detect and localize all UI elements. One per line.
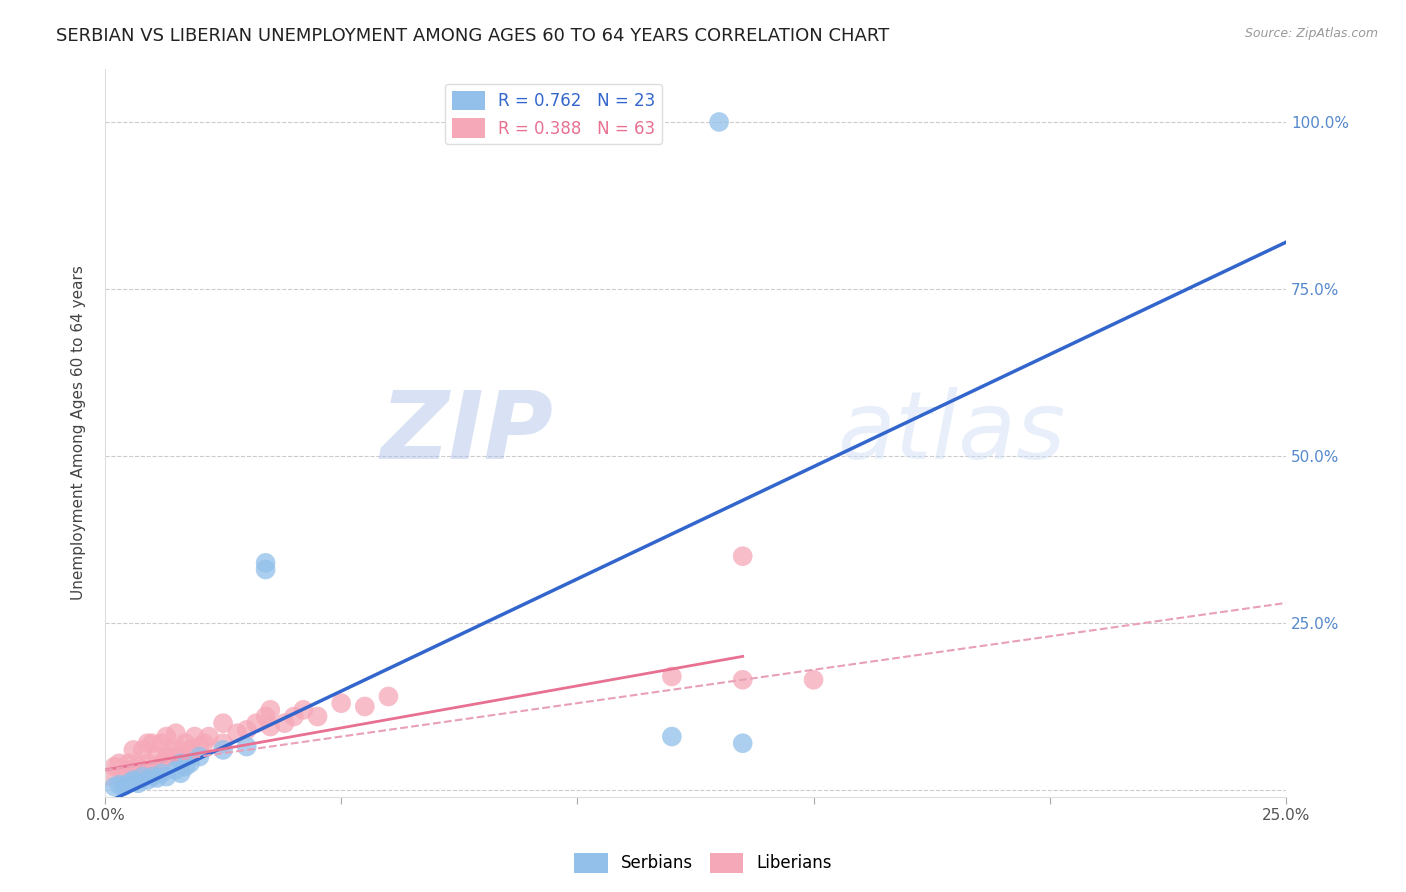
Point bbox=[103, 780, 125, 794]
Point bbox=[169, 766, 191, 780]
Text: ZIP: ZIP bbox=[381, 386, 554, 479]
Point bbox=[112, 779, 135, 793]
Point bbox=[254, 709, 277, 723]
Point bbox=[165, 749, 187, 764]
Point bbox=[146, 771, 169, 785]
Point bbox=[179, 743, 201, 757]
Point bbox=[155, 730, 177, 744]
Point bbox=[245, 716, 267, 731]
Point bbox=[179, 756, 201, 771]
Point bbox=[169, 743, 191, 757]
Point bbox=[174, 759, 197, 773]
Point bbox=[661, 730, 683, 744]
Point bbox=[254, 563, 277, 577]
Point bbox=[112, 766, 135, 780]
Point bbox=[150, 756, 173, 771]
Point bbox=[165, 763, 187, 777]
Point bbox=[188, 749, 211, 764]
Point bbox=[212, 716, 235, 731]
Point bbox=[160, 743, 183, 757]
Point bbox=[98, 770, 121, 784]
Point bbox=[122, 763, 145, 777]
Point bbox=[235, 723, 257, 737]
Point bbox=[259, 703, 281, 717]
Point bbox=[169, 756, 191, 771]
Point bbox=[292, 703, 315, 717]
Point bbox=[122, 743, 145, 757]
Legend: R = 0.762   N = 23, R = 0.388   N = 63: R = 0.762 N = 23, R = 0.388 N = 63 bbox=[446, 84, 662, 145]
Point bbox=[155, 749, 177, 764]
Point bbox=[108, 756, 131, 771]
Point bbox=[150, 766, 173, 780]
Point bbox=[803, 673, 825, 687]
Text: SERBIAN VS LIBERIAN UNEMPLOYMENT AMONG AGES 60 TO 64 YEARS CORRELATION CHART: SERBIAN VS LIBERIAN UNEMPLOYMENT AMONG A… bbox=[56, 27, 890, 45]
Point bbox=[132, 743, 155, 757]
Point bbox=[136, 756, 159, 771]
Point bbox=[307, 709, 329, 723]
Point bbox=[707, 115, 730, 129]
Point bbox=[132, 770, 155, 784]
Point bbox=[141, 736, 163, 750]
Point bbox=[259, 719, 281, 733]
Point bbox=[150, 736, 173, 750]
Point bbox=[353, 699, 375, 714]
Point bbox=[117, 776, 139, 790]
Point bbox=[235, 739, 257, 754]
Point bbox=[731, 549, 754, 564]
Point bbox=[212, 743, 235, 757]
Point bbox=[108, 778, 131, 792]
Point bbox=[132, 763, 155, 777]
Point bbox=[165, 726, 187, 740]
Legend: Serbians, Liberians: Serbians, Liberians bbox=[568, 847, 838, 880]
Point bbox=[193, 736, 215, 750]
Point bbox=[136, 736, 159, 750]
Point bbox=[254, 556, 277, 570]
Point bbox=[226, 726, 249, 740]
Point bbox=[136, 772, 159, 787]
Point bbox=[731, 673, 754, 687]
Point bbox=[188, 739, 211, 754]
Point bbox=[155, 770, 177, 784]
Point bbox=[141, 763, 163, 777]
Point bbox=[330, 696, 353, 710]
Point bbox=[122, 772, 145, 787]
Point bbox=[283, 709, 305, 723]
Text: atlas: atlas bbox=[837, 387, 1066, 478]
Point bbox=[103, 759, 125, 773]
Point bbox=[184, 730, 207, 744]
Point bbox=[127, 776, 149, 790]
Y-axis label: Unemployment Among Ages 60 to 64 years: Unemployment Among Ages 60 to 64 years bbox=[72, 265, 86, 600]
Text: Source: ZipAtlas.com: Source: ZipAtlas.com bbox=[1244, 27, 1378, 40]
Point bbox=[146, 749, 169, 764]
Point bbox=[377, 690, 399, 704]
Point bbox=[661, 669, 683, 683]
Point bbox=[174, 736, 197, 750]
Point bbox=[212, 736, 235, 750]
Point bbox=[117, 756, 139, 771]
Point bbox=[117, 763, 139, 777]
Point bbox=[273, 716, 295, 731]
Point bbox=[198, 730, 221, 744]
Point bbox=[127, 759, 149, 773]
Point bbox=[731, 736, 754, 750]
Point bbox=[141, 770, 163, 784]
Point bbox=[122, 775, 145, 789]
